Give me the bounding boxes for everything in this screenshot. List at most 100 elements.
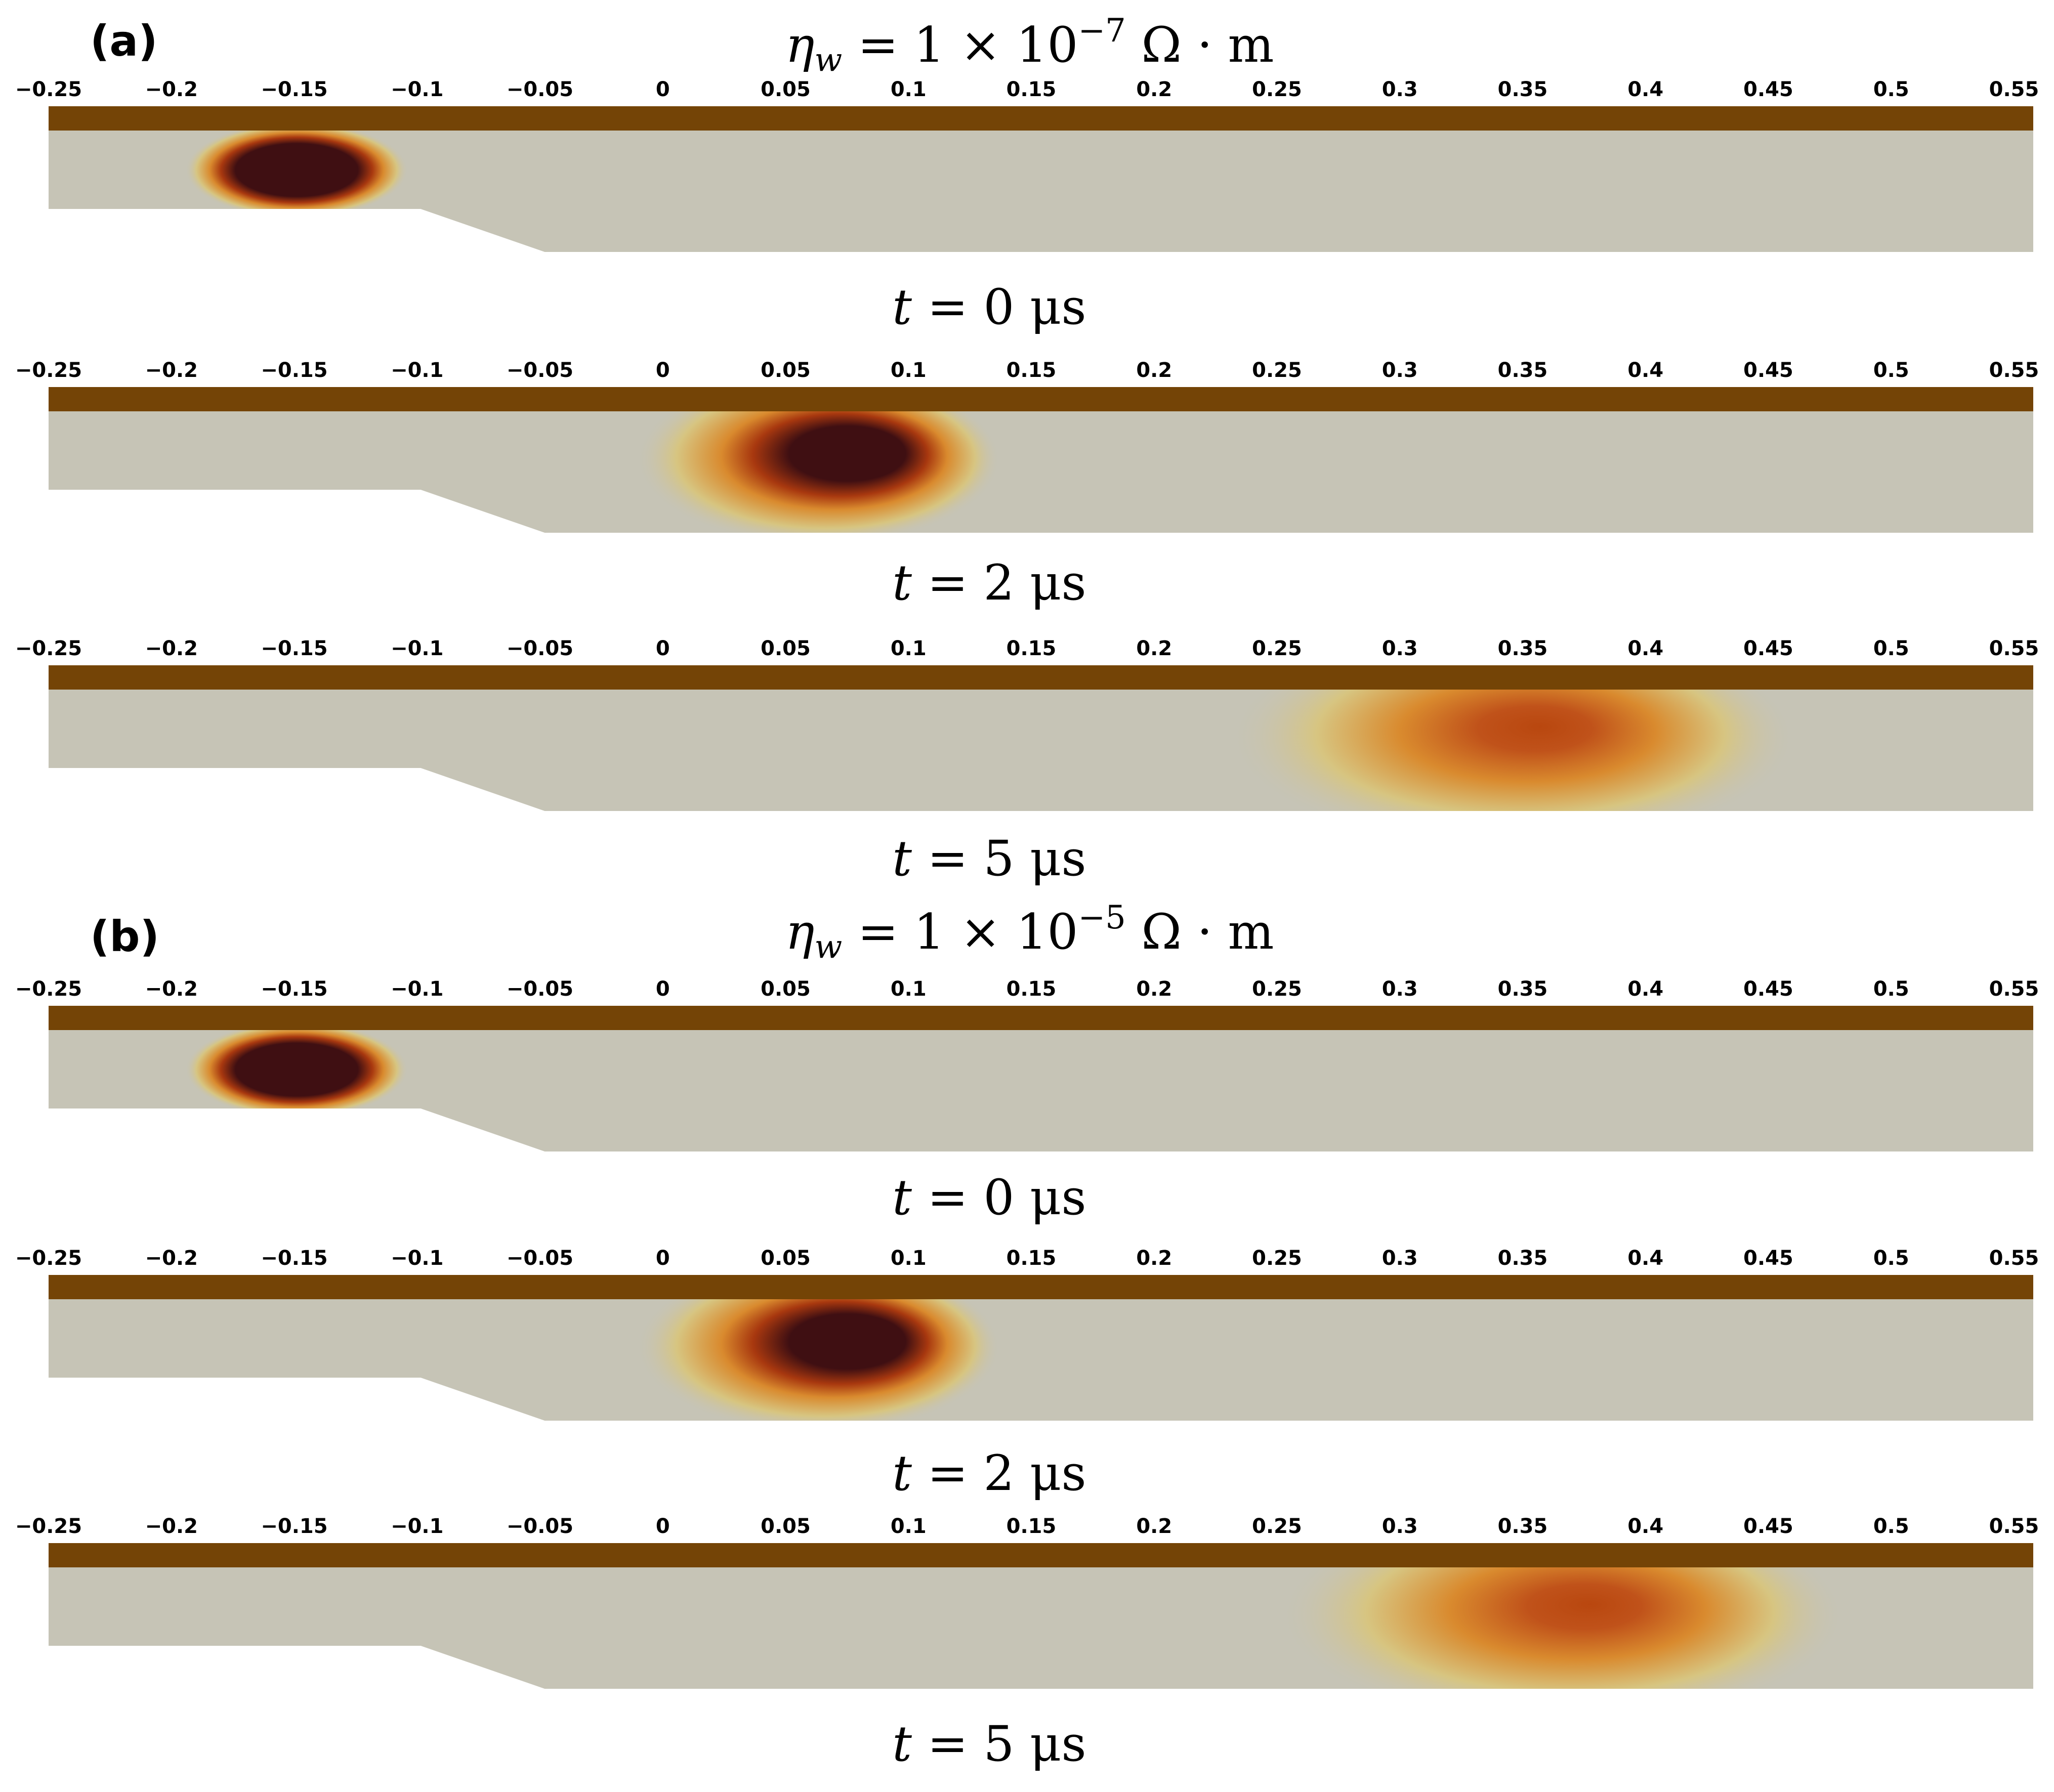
time-label: t = 2 μs — [892, 1445, 1086, 1502]
time-label: t = 5 μs — [892, 1716, 1086, 1772]
axis-tick-label: 0.05 — [761, 637, 811, 660]
panel-b-label: (b) — [90, 912, 159, 961]
wall-band — [49, 665, 2033, 690]
axis-tick-label: 0.3 — [1382, 78, 1418, 101]
field-blob — [635, 1299, 1000, 1421]
axis-tick-label: 0.25 — [1252, 1247, 1302, 1270]
axis-tick-label: 0.3 — [1382, 1247, 1418, 1270]
axis-tick-label: 0.15 — [1007, 1247, 1057, 1270]
time-label: t = 2 μs — [892, 554, 1086, 611]
strip-a-3: −0.25 −0.2 −0.15 −0.1 −0.05 0 0.05 0.1 0.15 0.2 0.… — [15, 637, 2039, 887]
axis-tick-label: −0.1 — [391, 78, 443, 101]
time-label: t = 0 μs — [892, 279, 1086, 335]
axis-tick-label: 0.45 — [1743, 1247, 1793, 1270]
axis-tick-label: 0.4 — [1627, 359, 1663, 382]
axis-tick-label: 0.3 — [1382, 359, 1418, 382]
axis-tick-label: −0.2 — [145, 977, 198, 1001]
axis-tick-label: 0.1 — [891, 1515, 927, 1538]
axis-tick-label: −0.05 — [507, 78, 573, 101]
axis-tick-label: 0.5 — [1873, 1515, 1909, 1538]
strip-b-3: −0.25 −0.2 −0.15 −0.1 −0.05 0 0.05 0.1 0.15 0.2 0.… — [15, 1515, 2039, 1772]
axis-tick-label: 0.05 — [761, 359, 811, 382]
axis-tick-label: 0 — [656, 977, 670, 1001]
field-blob — [185, 131, 408, 218]
axis-tick-label: 0.35 — [1498, 977, 1548, 1001]
axis-tick-label: 0.05 — [761, 78, 811, 101]
axis-tick-label: 0.35 — [1498, 1247, 1548, 1270]
axis-tick-label: 0.25 — [1252, 1515, 1302, 1538]
axis-tick-label: −0.05 — [507, 977, 573, 1001]
axis-tick-label: 0.15 — [1007, 359, 1057, 382]
axis-tick-label: −0.2 — [145, 1247, 198, 1270]
axis-tick-label: −0.15 — [261, 977, 327, 1001]
wall-band — [49, 1275, 2033, 1299]
axis-tick-label: 0.25 — [1252, 637, 1302, 660]
panel-a-label: (a) — [90, 16, 157, 66]
axis-tick-label: 0.25 — [1252, 977, 1302, 1001]
axis-tick-label: 0.35 — [1498, 637, 1548, 660]
axis-tick-label: 0.55 — [1989, 1247, 2039, 1270]
axis-tick-label: −0.25 — [15, 1515, 82, 1538]
axis-tick-label: −0.1 — [391, 637, 443, 660]
axis-tick-label: 0.1 — [891, 359, 927, 382]
axis-tick-label: −0.25 — [15, 78, 82, 101]
axis-tick-label: −0.15 — [261, 1515, 327, 1538]
axis-tick-label: 0.55 — [1989, 1515, 2039, 1538]
axis-tick-label: 0.3 — [1382, 977, 1418, 1001]
wall-band — [49, 106, 2033, 131]
axis-tick-label: 0.1 — [891, 637, 927, 660]
axis-tick-label: 0.05 — [761, 977, 811, 1001]
wall-band — [49, 387, 2033, 411]
axis-tick-label: −0.05 — [507, 1247, 573, 1270]
axis-tick-label: 0.1 — [891, 977, 927, 1001]
axis-tick-label: 0 — [656, 1247, 670, 1270]
axis-tick-label: 0.2 — [1136, 977, 1172, 1001]
axis-tick-label: 0.15 — [1007, 1515, 1057, 1538]
field-blob — [635, 411, 1000, 533]
axis-tick-label: 0.4 — [1627, 78, 1663, 101]
time-label: t = 5 μs — [892, 830, 1086, 887]
axis-tick-label: 0.5 — [1873, 977, 1909, 1001]
axis-tick-label: 0.15 — [1007, 637, 1057, 660]
axis-tick-label: 0.25 — [1252, 78, 1302, 101]
strips-layer: −0.25 −0.2 −0.15 −0.1 −0.05 0 0.05 0.1 0.15 0.2 0.… — [15, 78, 2039, 1772]
axis-tick-label: 0.35 — [1498, 78, 1548, 101]
strip-a-1: −0.25 −0.2 −0.15 −0.1 −0.05 0 0.05 0.1 0.15 0.2 0.… — [15, 78, 2039, 335]
axis-tick-label: 0.55 — [1989, 359, 2039, 382]
axis-tick-label: −0.2 — [145, 359, 198, 382]
axis-tick-label: 0.05 — [761, 1247, 811, 1270]
axis-tick-label: 0.5 — [1873, 637, 1909, 660]
axis-tick-label: 0.55 — [1989, 78, 2039, 101]
axis-tick-label: 0 — [656, 78, 670, 101]
axis-tick-label: 0.5 — [1873, 359, 1909, 382]
axis-tick-label: −0.15 — [261, 359, 327, 382]
axis-tick-label: −0.2 — [145, 78, 198, 101]
axis-tick-label: 0.5 — [1873, 1247, 1909, 1270]
axis-tick-label: 0.2 — [1136, 1515, 1172, 1538]
axis-tick-label: 0.05 — [761, 1515, 811, 1538]
axis-tick-label: 0.2 — [1136, 359, 1172, 382]
axis-tick-label: 0.45 — [1743, 1515, 1793, 1538]
axis-tick-label: −0.05 — [507, 1515, 573, 1538]
axis-tick-label: 0.45 — [1743, 78, 1793, 101]
axis-tick-label: 0.45 — [1743, 359, 1793, 382]
axis-tick-label: −0.15 — [261, 637, 327, 660]
axis-tick-label: −0.2 — [145, 1515, 198, 1538]
axis-tick-label: 0.3 — [1382, 1515, 1418, 1538]
axis-tick-label: 0.1 — [891, 78, 927, 101]
axis-tick-label: −0.1 — [391, 1515, 443, 1538]
axis-tick-label: −0.25 — [15, 977, 82, 1001]
axis-tick-label: −0.25 — [15, 1247, 82, 1270]
axis-tick-label: 0.45 — [1743, 977, 1793, 1001]
axis-tick-label: 0.25 — [1252, 359, 1302, 382]
axis-tick-label: −0.1 — [391, 1247, 443, 1270]
channel-domain — [49, 131, 2033, 252]
channel-domain — [49, 1030, 2033, 1151]
axis-tick-label: 0.45 — [1743, 637, 1793, 660]
axis-tick-label: 0.35 — [1498, 359, 1548, 382]
channel-domain — [49, 411, 2033, 533]
channel-domain — [49, 1299, 2033, 1421]
axis-tick-label: 0.4 — [1627, 1247, 1663, 1270]
field-blob — [1229, 690, 1796, 811]
